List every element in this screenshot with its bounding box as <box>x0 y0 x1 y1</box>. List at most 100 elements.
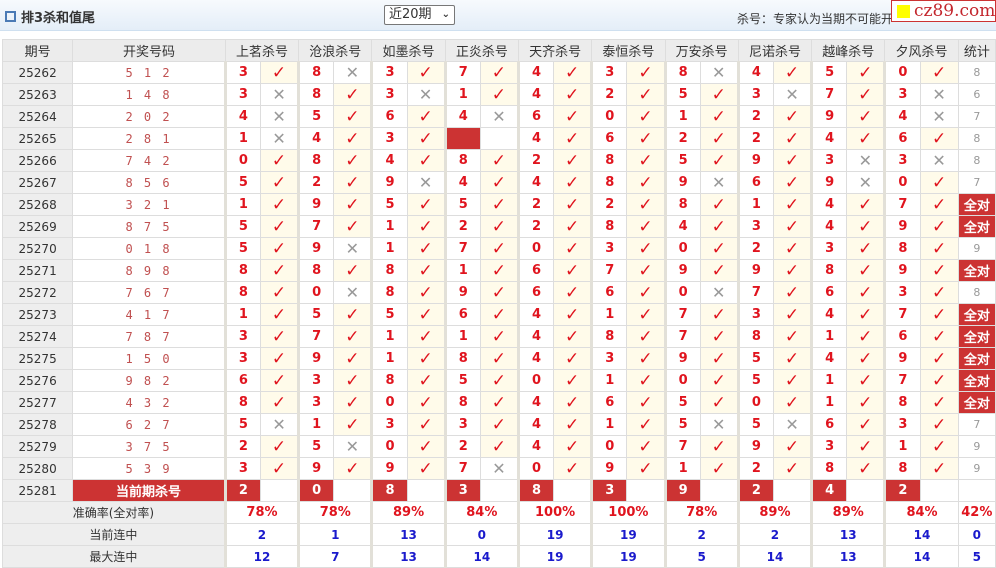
draw-number-cell: 7 4 2 <box>72 149 226 172</box>
check-icon: ✓ <box>418 150 433 171</box>
kill-number-cell: 9 <box>736 259 774 282</box>
check-icon: ✓ <box>345 414 360 435</box>
check-icon: ✓ <box>931 458 947 479</box>
kill-number-cell: 3 <box>223 325 261 348</box>
kill-number-cell: 3 <box>736 215 774 238</box>
period-select[interactable]: 近20期 ⌄ <box>384 5 455 25</box>
cross-icon: ✕ <box>418 172 433 192</box>
kill-number-cell: 2 <box>736 127 774 150</box>
kill-number-cell: 8 <box>297 61 335 84</box>
kill-number-cell: 6 <box>516 259 555 282</box>
result-cell: ✓ <box>406 215 446 238</box>
cross-icon: ✕ <box>712 62 726 82</box>
kill-number-cell: 2 <box>736 237 774 260</box>
kill-number-cell: 1 <box>443 325 481 348</box>
kill-number-cell: 3 <box>590 237 628 260</box>
draw-number-cell: 8 9 8 <box>72 259 226 282</box>
kill-number-cell: 4 <box>297 127 335 150</box>
check-icon: ✓ <box>931 172 947 193</box>
check-icon: ✓ <box>345 326 360 347</box>
kill-number-cell: 5 <box>223 215 261 238</box>
kill-number-cell: 8 <box>736 325 774 348</box>
draw-number-cell: 7 8 7 <box>72 325 226 348</box>
kill-number-cell: 8 <box>883 237 921 260</box>
kill-number-cell: 4 <box>516 391 555 414</box>
cross-icon: ✕ <box>932 84 946 104</box>
check-icon: ✓ <box>858 458 873 479</box>
empty-cell <box>479 479 519 502</box>
kill-number-cell: 8 <box>223 259 261 282</box>
result-cell: ✓ <box>406 369 446 392</box>
result-cell: ✓ <box>479 281 519 304</box>
check-icon: ✓ <box>931 128 947 149</box>
result-cell: ✕ <box>406 83 446 106</box>
check-icon: ✓ <box>784 458 800 479</box>
result-cell: ✓ <box>333 83 373 106</box>
result-cell: ✓ <box>699 83 739 106</box>
kill-number-cell: 8 <box>297 259 335 282</box>
logo-square-icon <box>897 5 910 18</box>
check-icon: ✓ <box>638 370 653 391</box>
result-cell: ✓ <box>846 457 886 480</box>
check-icon: ✓ <box>565 128 580 149</box>
check-icon: ✓ <box>931 62 947 83</box>
result-cell: ✓ <box>406 149 446 172</box>
table-row: 25270 0 1 8 5 ✓ 9 ✕ 1 ✓ 7 ✓ 0 ✓ 3 ✓ 0 ✓ 2 ✓ 3 ✓ 8 ✓ 9 <box>1 237 996 260</box>
result-cell: ✕ <box>259 413 300 436</box>
check-icon: ✓ <box>711 194 726 215</box>
result-cell: ✓ <box>919 193 959 216</box>
draw-number-cell: 2 8 1 <box>72 127 226 150</box>
cross-icon: ✕ <box>858 150 872 170</box>
check-icon: ✓ <box>931 238 947 259</box>
site-logo[interactable]: cz89.com <box>891 0 996 22</box>
kill-number-cell: 8 <box>590 215 628 238</box>
kill-number-cell: 0 <box>883 61 921 84</box>
kill-number-cell: 3 <box>297 369 335 392</box>
kill-number-cell: 5 <box>223 237 261 260</box>
kill-number-cell: 4 <box>810 127 848 150</box>
check-icon: ✓ <box>711 216 726 237</box>
check-icon: ✓ <box>491 304 507 325</box>
check-icon: ✓ <box>638 392 653 413</box>
kill-number-cell: 5 <box>370 303 408 326</box>
issue-cell: 25263 <box>1 83 74 106</box>
kill-number-cell: 5 <box>370 193 408 216</box>
stat-cell: 8 <box>957 281 996 304</box>
kill-number-cell: 1 <box>590 413 628 436</box>
summary-label: 准确率(全对率) <box>2 501 226 524</box>
result-cell: ✕ <box>919 83 959 106</box>
check-icon: ✓ <box>418 260 433 281</box>
result-cell: ✓ <box>333 303 373 326</box>
result-cell: ✓ <box>772 281 813 304</box>
kill-number-cell: 3 <box>810 435 848 458</box>
result-cell: ✓ <box>626 61 666 84</box>
result-cell: ✓ <box>553 369 593 392</box>
current-kill-number: 8 <box>516 479 555 502</box>
result-cell: ✓ <box>479 83 519 106</box>
check-icon: ✓ <box>491 150 507 171</box>
result-cell: ✓ <box>846 325 886 348</box>
empty-cell <box>406 479 446 502</box>
summary-value: 89% <box>810 501 886 524</box>
empty-cell <box>846 479 886 502</box>
result-cell: ✕ <box>846 149 886 172</box>
check-icon: ✓ <box>638 436 653 457</box>
result-cell: ✓ <box>626 259 666 282</box>
check-icon: ✓ <box>565 436 580 457</box>
check-icon: ✓ <box>858 282 873 303</box>
kill-number-cell: 1 <box>443 259 481 282</box>
result-cell: ✓ <box>626 237 666 260</box>
check-icon: ✓ <box>784 260 800 281</box>
kill-number-cell: 0 <box>590 105 628 128</box>
summary-row: 最大连中 12 7 13 14 19 19 5 14 13 14 5 <box>2 545 996 568</box>
result-cell: ✓ <box>259 325 300 348</box>
kill-number-cell: 9 <box>663 347 701 370</box>
check-icon: ✓ <box>711 436 726 457</box>
kill-number-cell: 4 <box>223 105 261 128</box>
result-cell: ✓ <box>846 127 886 150</box>
kill-number-cell: 7 <box>663 325 701 348</box>
table-row: 25274 7 8 7 3 ✓ 7 ✓ 1 ✓ 1 ✓ 4 ✓ 8 ✓ 7 ✓ 8 ✓ 1 ✓ 6 ✓ 全对 <box>1 325 996 348</box>
kill-number-cell: 5 <box>736 413 774 436</box>
draw-number-cell: 5 3 9 <box>72 457 226 480</box>
check-icon: ✓ <box>565 238 580 259</box>
